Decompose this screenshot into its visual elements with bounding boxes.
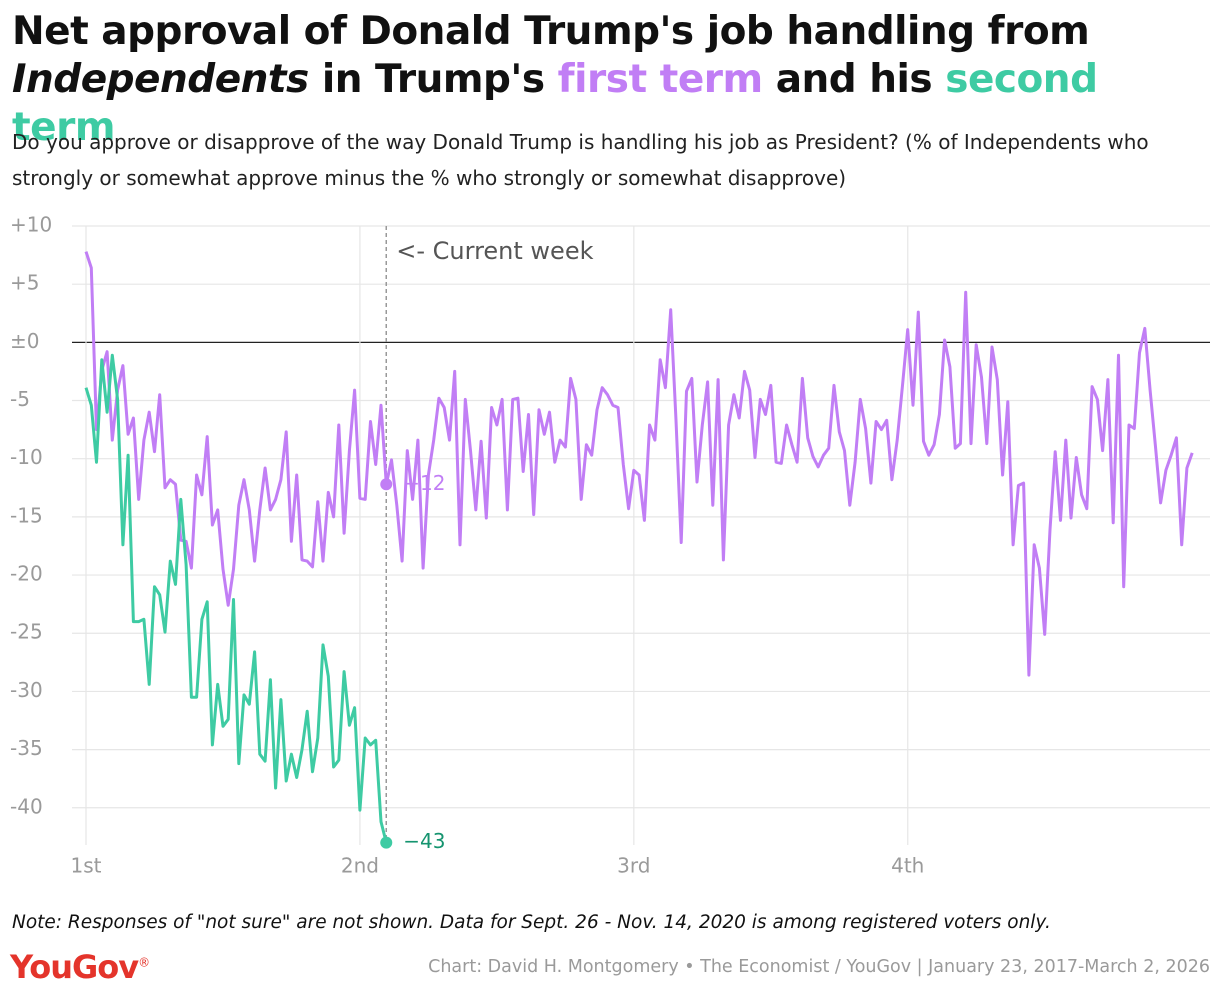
end-label: −12 (403, 471, 445, 495)
x-tick-label: 4th (891, 854, 924, 878)
current-dot (380, 836, 393, 849)
title-series-name: first term (557, 57, 763, 102)
x-tick-label: 2nd (341, 854, 379, 878)
brand-logo: YouGov® (10, 948, 150, 986)
note: Note: Responses of "not sure" are not sh… (12, 912, 1051, 933)
brand-text: YouGov (10, 948, 139, 986)
y-tick-label: -5 (10, 387, 30, 411)
series-line (84, 353, 388, 844)
series-line (84, 251, 1194, 677)
title-series-name: second term (12, 57, 1098, 150)
y-tick-label: -40 (10, 794, 43, 818)
current-dot (380, 478, 393, 491)
y-tick-label: -25 (10, 620, 43, 644)
current-week-label: <- Current week (396, 237, 593, 265)
subtitle: Do you approve or disapprove of the way … (12, 130, 1149, 190)
y-tick-label: +5 (10, 271, 39, 295)
title-text: Net approval of Donald Trump's job handl… (12, 9, 1090, 54)
y-tick-label: -35 (10, 736, 43, 760)
title-text: in Trump's (321, 57, 545, 102)
y-tick-label: -20 (10, 562, 43, 586)
chart-title: Net approval of Donald Trump's job handl… (12, 8, 1212, 152)
y-tick-label: -10 (10, 445, 43, 469)
title-text: Independents (12, 57, 309, 102)
title-text: and his (775, 57, 933, 102)
y-tick-label: -15 (10, 503, 43, 527)
credit: Chart: David H. Montgomery • The Economi… (428, 957, 1210, 977)
end-label: −43 (403, 829, 445, 853)
x-tick-label: 3rd (617, 854, 650, 878)
y-tick-label: ±0 (10, 329, 39, 353)
y-tick-label: +10 (10, 213, 52, 237)
y-tick-label: -30 (10, 678, 43, 702)
x-tick-label: 1st (71, 854, 102, 878)
